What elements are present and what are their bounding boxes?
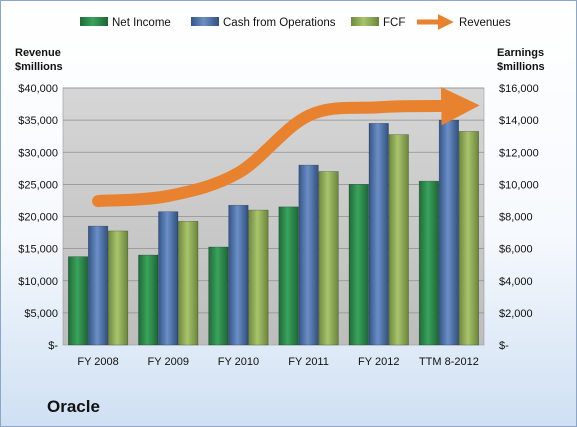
bar-net-income xyxy=(138,254,159,346)
right-tick-label: $2,000 xyxy=(499,308,533,320)
legend: Net Income Cash from Operations FCF Reve… xyxy=(80,13,511,31)
legend-label-cash-from-operations: Cash from Operations xyxy=(223,17,336,29)
right-tick-label: $6,000 xyxy=(499,244,533,256)
right-tick-label: $14,000 xyxy=(499,115,539,127)
right-axis-title-line1: Earnings xyxy=(497,47,544,59)
legend-label-revenues: Revenues xyxy=(459,17,511,29)
x-tick-label: FY 2010 xyxy=(218,356,259,368)
bar-net-income xyxy=(418,180,439,346)
x-tick-label: TTM 8-2012 xyxy=(419,356,479,368)
bar-fcf xyxy=(178,221,199,346)
bar-net-income xyxy=(68,256,89,346)
company-label: Oracle xyxy=(47,397,100,416)
x-tick-label: FY 2008 xyxy=(77,356,118,368)
bar-cash-from-operations xyxy=(158,211,179,346)
x-tick-label: FY 2009 xyxy=(148,356,189,368)
right-axis-ticks: $- $2,000 $4,000 $6,000 $8,000 $10,000 $12,000… xyxy=(499,83,539,352)
right-tick-label: $10,000 xyxy=(499,179,539,191)
legend-swatch-cash-from-operations xyxy=(191,17,219,26)
left-tick-label: $40,000 xyxy=(18,83,58,95)
bar-cash-from-operations xyxy=(228,204,249,346)
right-tick-label: $4,000 xyxy=(499,276,533,288)
bar-fcf xyxy=(108,230,129,346)
x-axis-ticks: FY 2008 FY 2009 FY 2010 FY 2011 FY 2012 TTM 8… xyxy=(77,356,478,368)
bar-cash-from-operations xyxy=(88,225,109,346)
bar-fcf xyxy=(388,134,409,346)
x-tick-label: FY 2012 xyxy=(358,356,399,368)
bar-series xyxy=(68,119,479,346)
bar-net-income xyxy=(348,184,369,346)
right-tick-label: $- xyxy=(499,340,509,352)
left-tick-label: $15,000 xyxy=(18,244,58,256)
left-tick-label: $- xyxy=(48,340,58,352)
left-axis-ticks: $- $5,000 $10,000 $15,000 $20,000 $25,000 $30,… xyxy=(18,83,58,352)
bar-fcf xyxy=(318,171,339,346)
left-axis-title-line2: $millions xyxy=(15,61,63,73)
legend-swatch-net-income xyxy=(80,17,108,26)
left-tick-label: $5,000 xyxy=(24,308,58,320)
right-tick-label: $16,000 xyxy=(499,83,539,95)
revenue-line-series xyxy=(92,86,480,208)
left-axis-title-line1: Revenue xyxy=(15,47,61,59)
bar-net-income xyxy=(208,246,229,346)
legend-swatch-fcf xyxy=(351,17,379,26)
bar-net-income xyxy=(278,206,299,346)
legend-label-fcf: FCF xyxy=(383,17,405,29)
legend-label-net-income: Net Income xyxy=(112,17,171,29)
left-tick-label: $20,000 xyxy=(18,212,58,224)
bar-fcf xyxy=(458,131,479,346)
left-tick-label: $35,000 xyxy=(18,115,58,127)
right-axis-title-line2: $millions xyxy=(497,61,545,73)
right-tick-label: $12,000 xyxy=(499,147,539,159)
left-tick-label: $25,000 xyxy=(18,179,58,191)
revenue-line xyxy=(92,86,480,208)
bar-cash-from-operations xyxy=(298,164,319,346)
grid-lines xyxy=(63,87,484,314)
bar-cash-from-operations xyxy=(368,123,389,346)
bar-cash-from-operations xyxy=(438,119,459,346)
left-tick-label: $10,000 xyxy=(18,276,58,288)
bar-fcf xyxy=(248,209,269,346)
right-tick-label: $8,000 xyxy=(499,212,533,224)
left-tick-label: $30,000 xyxy=(18,147,58,159)
x-tick-label: FY 2011 xyxy=(288,356,329,368)
